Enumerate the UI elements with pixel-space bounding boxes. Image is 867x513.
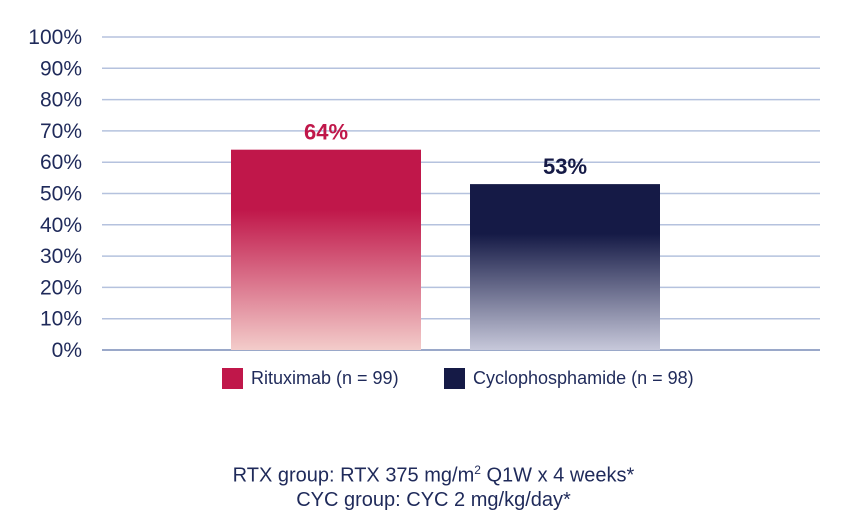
- footnotes: RTX group: RTX 375 mg/m2 Q1W x 4 weeks* …: [0, 458, 867, 512]
- gridlines: [102, 36, 820, 351]
- legend-item-cyclophosphamide: Cyclophosphamide (n = 98): [444, 368, 694, 389]
- footnote-rtx-post: Q1W x 4 weeks*: [480, 464, 635, 487]
- data-label-rituximab: 64%: [304, 120, 348, 145]
- y-tick-label: 50%: [40, 183, 82, 206]
- y-tick-label: 40%: [40, 214, 82, 237]
- bar-chart: 0% 10% 20% 30% 40% 50% 60% 70% 80% 90% 100% 64% 53%: [28, 26, 820, 362]
- legend-swatch-rituximab: [222, 368, 243, 389]
- y-tick-label: 100%: [28, 26, 82, 49]
- footnote-rtx-pre: RTX group: RTX 375 mg/m: [232, 464, 475, 487]
- legend: Rituximab (n = 99) Cyclophosphamide (n =…: [0, 368, 867, 398]
- y-tick-label: 30%: [40, 245, 82, 268]
- data-label-cyclophosphamide: 53%: [543, 154, 587, 179]
- y-tick-label: 90%: [40, 57, 82, 80]
- footnote-cyc: CYC group: CYC 2 mg/kg/day*: [296, 488, 571, 511]
- footnote-rtx-sup: 2: [474, 463, 481, 477]
- y-tick-label: 80%: [40, 89, 82, 112]
- y-tick-label: 60%: [40, 151, 82, 174]
- bars: [231, 149, 660, 350]
- y-axis-ticks: 0% 10% 20% 30% 40% 50% 60% 70% 80% 90% 100%: [28, 26, 82, 362]
- bar-rituximab: [231, 149, 421, 350]
- footnote-rtx: RTX group: RTX 375 mg/m2 Q1W x 4 weeks*: [0, 458, 867, 488]
- bar-cyclophosphamide: [470, 184, 660, 350]
- y-tick-label: 20%: [40, 276, 82, 299]
- y-tick-label: 0%: [52, 339, 82, 362]
- legend-label-rituximab: Rituximab (n = 99): [251, 368, 399, 388]
- y-tick-label: 10%: [40, 308, 82, 331]
- legend-label-cyclophosphamide: Cyclophosphamide (n = 98): [473, 368, 694, 388]
- legend-item-rituximab: Rituximab (n = 99): [222, 368, 399, 389]
- y-tick-label: 70%: [40, 120, 82, 143]
- legend-swatch-cyclophosphamide: [444, 368, 465, 389]
- data-labels: 64% 53%: [304, 120, 587, 179]
